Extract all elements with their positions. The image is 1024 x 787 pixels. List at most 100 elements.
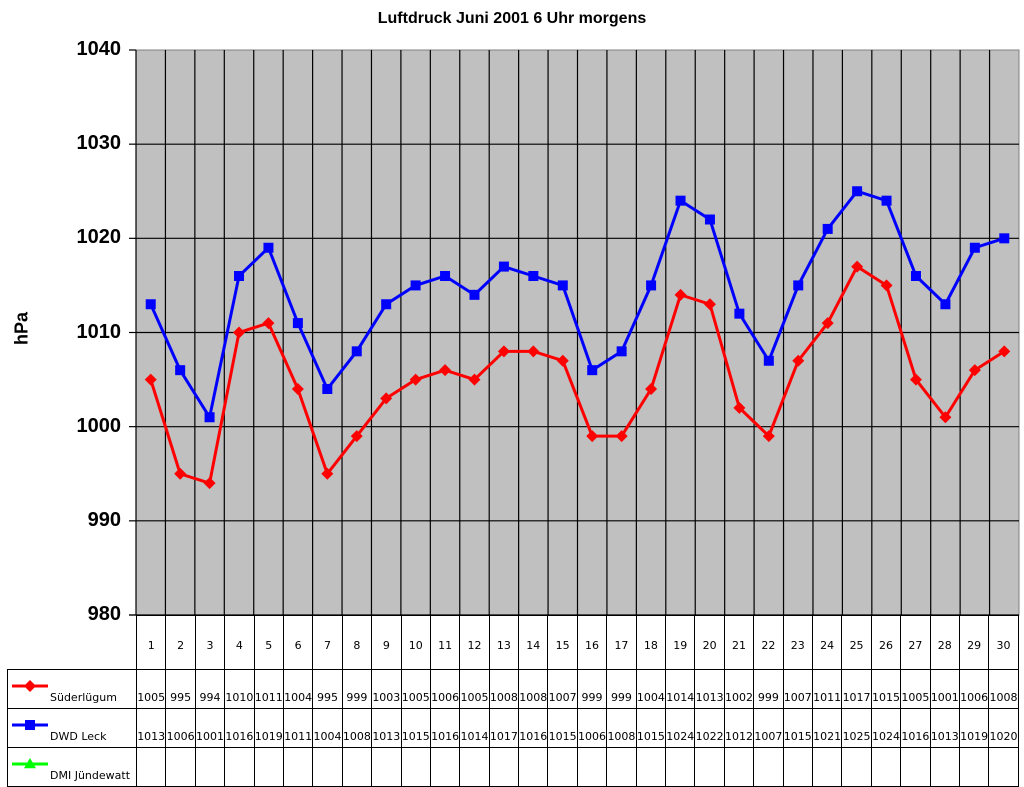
square-marker-icon [646, 280, 657, 291]
diamond-marker-icon [733, 401, 746, 414]
series-line [149, 264, 1006, 486]
diamond-marker-icon [380, 392, 393, 405]
table-cell: 1016 [518, 708, 549, 748]
diamond-marker-icon [350, 430, 363, 443]
table-cell: 1011 [253, 669, 284, 709]
square-marker-icon [498, 261, 509, 272]
table-cell [900, 747, 931, 787]
square-marker-icon [145, 299, 156, 310]
square-marker-icon [763, 355, 774, 366]
category-label: 11 [429, 615, 461, 670]
square-marker-icon [852, 186, 863, 197]
table-cell: 1011 [811, 669, 843, 709]
category-label: 28 [929, 615, 960, 670]
category-label: 22 [753, 615, 784, 670]
diamond-marker-icon [24, 680, 36, 692]
table-cell [723, 747, 755, 787]
table-cell [224, 747, 255, 787]
table-cell: 1013 [694, 669, 725, 709]
diamond-marker-icon [586, 430, 599, 443]
table-cell: 995 [165, 669, 196, 709]
table-cell: 1024 [870, 708, 902, 748]
table-cell: 1006 [576, 708, 608, 748]
square-marker-icon [410, 280, 421, 291]
y-tick-label: 1010 [76, 320, 122, 343]
table-cell: 1008 [518, 669, 549, 709]
square-marker-icon [999, 233, 1010, 244]
square-marker-icon [881, 195, 892, 206]
category-label: 4 [224, 615, 255, 670]
square-marker-icon [440, 271, 451, 281]
table-cell: 1014 [665, 669, 696, 709]
table-cell [547, 747, 578, 787]
table-cell: 1011 [282, 708, 314, 748]
diamond-marker-icon [880, 279, 893, 292]
square-marker-icon [381, 299, 392, 310]
diamond-marker-icon [939, 411, 952, 424]
table-cell: 1020 [988, 708, 1019, 748]
table-cell: 1005 [459, 669, 490, 709]
square-marker-icon [25, 720, 35, 730]
table-cell [753, 747, 784, 787]
y-tick-label: 1040 [76, 38, 122, 60]
table-cell: 1013 [371, 708, 402, 748]
table-cell [282, 747, 314, 787]
table-cell: 1008 [988, 669, 1019, 709]
table-cell: 1015 [400, 708, 431, 748]
diamond-marker-icon [321, 467, 334, 480]
category-label: 24 [811, 615, 843, 670]
diamond-marker-icon [409, 373, 422, 386]
category-label: 5 [253, 615, 284, 670]
table-cell: 1003 [371, 669, 402, 709]
category-label: 19 [665, 615, 696, 670]
table-cell: 1017 [841, 669, 872, 709]
diamond-marker-icon [968, 364, 981, 377]
category-label: 6 [282, 615, 314, 670]
category-label: 16 [576, 615, 608, 670]
square-marker-icon [351, 346, 362, 357]
legend-entry: DMI Jündewatt [7, 747, 137, 787]
table-cell: 1001 [194, 708, 226, 748]
square-marker-icon [322, 384, 333, 394]
table-cell: 1005 [135, 669, 167, 709]
category-label: 14 [518, 615, 549, 670]
category-label: 21 [723, 615, 755, 670]
table-cell: 1015 [782, 708, 813, 748]
table-cell [782, 747, 813, 787]
table-cell: 994 [194, 669, 226, 709]
square-marker-icon [204, 412, 215, 423]
legend-entry: Süderlügum [7, 669, 137, 709]
category-label: 8 [341, 615, 373, 670]
table-cell [253, 747, 284, 787]
square-marker-icon [587, 365, 598, 376]
diamond-marker-icon [291, 383, 304, 395]
table-cell: 1006 [429, 669, 461, 709]
diamond-marker-icon [262, 317, 275, 330]
legend-label: Süderlügum [50, 691, 117, 704]
table-cell: 999 [341, 669, 373, 709]
table-cell: 1021 [811, 708, 843, 748]
table-cell: 1010 [224, 669, 255, 709]
diamond-marker-icon [821, 317, 834, 330]
table-cell: 1006 [958, 669, 990, 709]
table-cell [341, 747, 373, 787]
y-tick-label: 1030 [76, 132, 122, 155]
diamond-marker-icon [203, 477, 216, 490]
table-cell [841, 747, 872, 787]
category-label: 3 [194, 615, 226, 670]
table-cell: 1007 [547, 669, 578, 709]
table-cell: 1007 [753, 708, 784, 748]
y-tick-label: 990 [87, 508, 121, 531]
category-label: 20 [694, 615, 725, 670]
category-label: 30 [988, 615, 1019, 670]
square-marker-icon [616, 346, 627, 357]
table-cell: 1008 [341, 708, 373, 748]
table-cell: 999 [606, 669, 637, 709]
table-cell: 1005 [400, 669, 431, 709]
category-label: 29 [958, 615, 990, 670]
square-marker-icon [469, 289, 480, 300]
diamond-marker-icon [792, 354, 805, 367]
table-cell: 1002 [723, 669, 755, 709]
y-tick-label: 1000 [76, 414, 122, 437]
table-row: Süderlügum 1005 995 994 1010 1011 1004 995 999 10… [7, 669, 1019, 709]
